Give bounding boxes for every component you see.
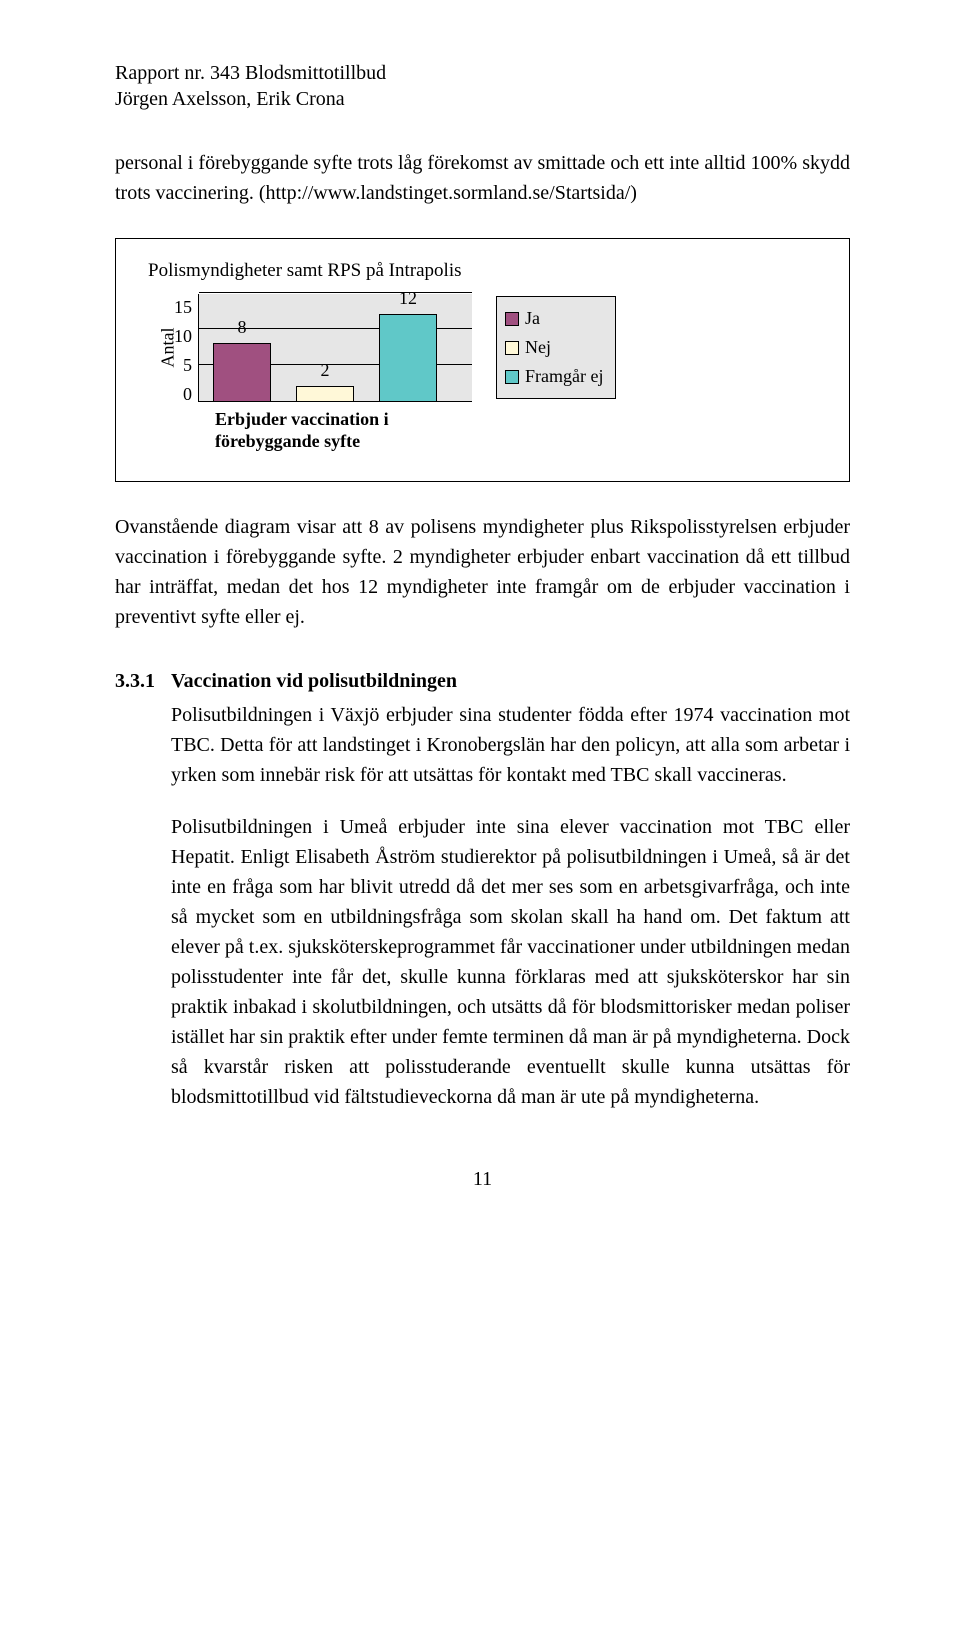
chart-legend-item: Framgår ej xyxy=(505,363,603,390)
page-number: 11 xyxy=(115,1164,850,1194)
chart-ytick: 0 xyxy=(183,381,192,408)
chart-bar-label: 12 xyxy=(379,285,437,312)
section-body-1: Polisutbildningen i Växjö erbjuder sina … xyxy=(171,700,850,790)
chart-xlabel: Erbjuder vaccination i förebyggande syft… xyxy=(215,408,817,453)
chart-title: Polismyndigheter samt RPS på Intrapolis xyxy=(148,257,817,286)
section-body-2: Polisutbildningen i Umeå erbjuder inte s… xyxy=(171,812,850,1112)
chart-bar-label: 2 xyxy=(296,357,354,384)
prelude-paragraph: personal i förebyggande syfte trots låg … xyxy=(115,148,850,208)
chart-legend-swatch xyxy=(505,370,519,384)
chart-bar xyxy=(213,343,271,401)
chart-ylabel-wrap: Antal xyxy=(148,334,174,361)
section-title: Vaccination vid polisutbildningen xyxy=(171,666,850,696)
chart-legend-label: Ja xyxy=(525,305,540,332)
chart-ytick: 15 xyxy=(174,294,192,321)
chart-panel: Polismyndigheter samt RPS på Intrapolis … xyxy=(115,238,850,482)
section-content: Vaccination vid polisutbildningen Polisu… xyxy=(171,666,850,1112)
prelude-close: ) xyxy=(630,182,637,204)
report-header-line-1: Rapport nr. 343 Blodsmittotillbud xyxy=(115,60,850,86)
chart-xlabel-line-1: Erbjuder vaccination i xyxy=(215,408,817,431)
chart-legend-item: Ja xyxy=(505,305,603,332)
chart-ylabel: Antal xyxy=(155,328,182,368)
chart-legend-swatch xyxy=(505,341,519,355)
chart-bar-label: 8 xyxy=(213,314,271,341)
chart-ytick: 5 xyxy=(183,352,192,379)
chart-legend-label: Nej xyxy=(525,334,551,361)
chart-bar xyxy=(296,386,354,400)
chart-description: Ovanstående diagram visar att 8 av polis… xyxy=(115,512,850,632)
section-number: 3.3.1 xyxy=(115,666,171,1112)
chart-plot-area: 8212 xyxy=(198,294,472,402)
report-header-line-2: Jörgen Axelsson, Erik Crona xyxy=(115,86,850,112)
chart-bar xyxy=(379,314,437,400)
chart-legend-label: Framgår ej xyxy=(525,363,603,390)
section-vaccination: 3.3.1 Vaccination vid polisutbildningen … xyxy=(115,666,850,1112)
prelude-link[interactable]: http://www.landstinget.sormland.se/Start… xyxy=(266,182,631,204)
chart-xlabel-line-2: förebyggande syfte xyxy=(215,430,817,453)
chart-legend-item: Nej xyxy=(505,334,603,361)
chart-legend-swatch xyxy=(505,312,519,326)
chart-legend: JaNejFramgår ej xyxy=(496,296,616,399)
